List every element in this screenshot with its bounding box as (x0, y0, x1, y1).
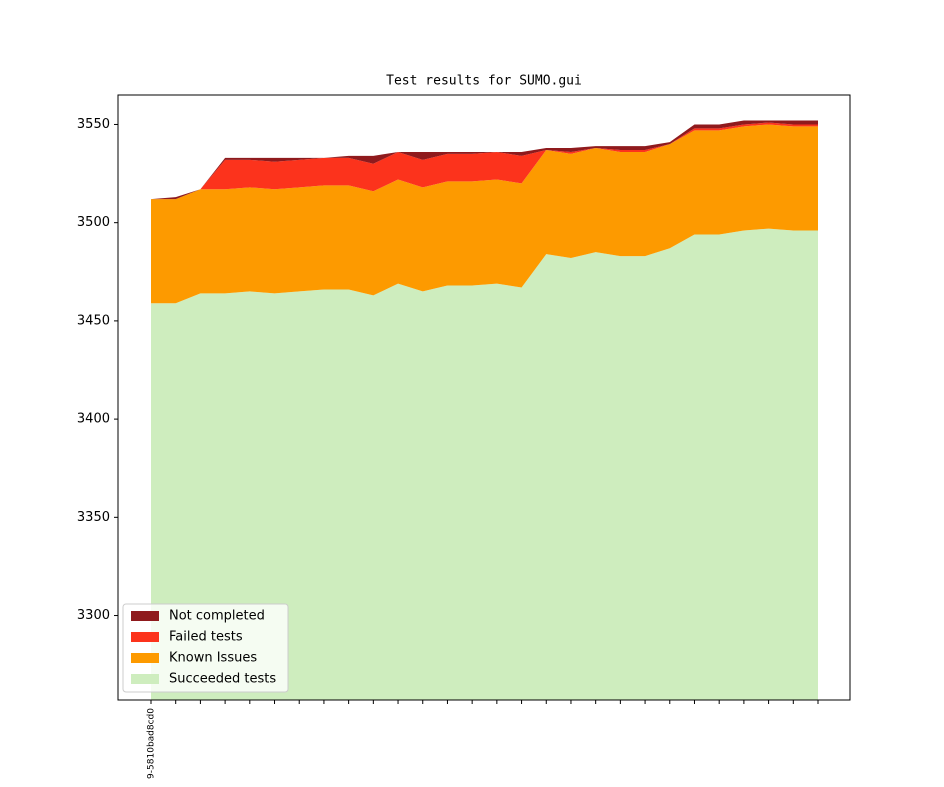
legend-box (122, 603, 289, 693)
y-tick-label: 3550 (77, 117, 110, 132)
legend-swatch (131, 653, 159, 663)
area (151, 122, 818, 200)
legend-swatch (131, 632, 159, 642)
chart-title: Test results for SUMO.gui (386, 74, 582, 89)
y-tick-label: 3500 (77, 215, 110, 230)
legend-label: Failed tests (169, 630, 243, 645)
plot-frame (117, 94, 851, 701)
legend-label: Not completed (169, 609, 265, 624)
y-tick-label: 3350 (77, 510, 110, 525)
legend-swatch (131, 611, 159, 621)
y-tick-label: 3450 (77, 313, 110, 328)
legend-label: Succeeded tests (169, 672, 276, 687)
legend-label: Known Issues (169, 651, 257, 666)
area (151, 124, 818, 304)
legend-swatch (131, 674, 159, 684)
area (151, 120, 818, 200)
x-tick-label: 9-5810bad8cd0 (147, 708, 157, 779)
legend: Not completed Failed tests Known Issues Suc… (122, 603, 289, 693)
area (151, 228, 818, 701)
y-tick-label: 3300 (77, 608, 110, 623)
y-tick-label: 3400 (77, 412, 110, 427)
